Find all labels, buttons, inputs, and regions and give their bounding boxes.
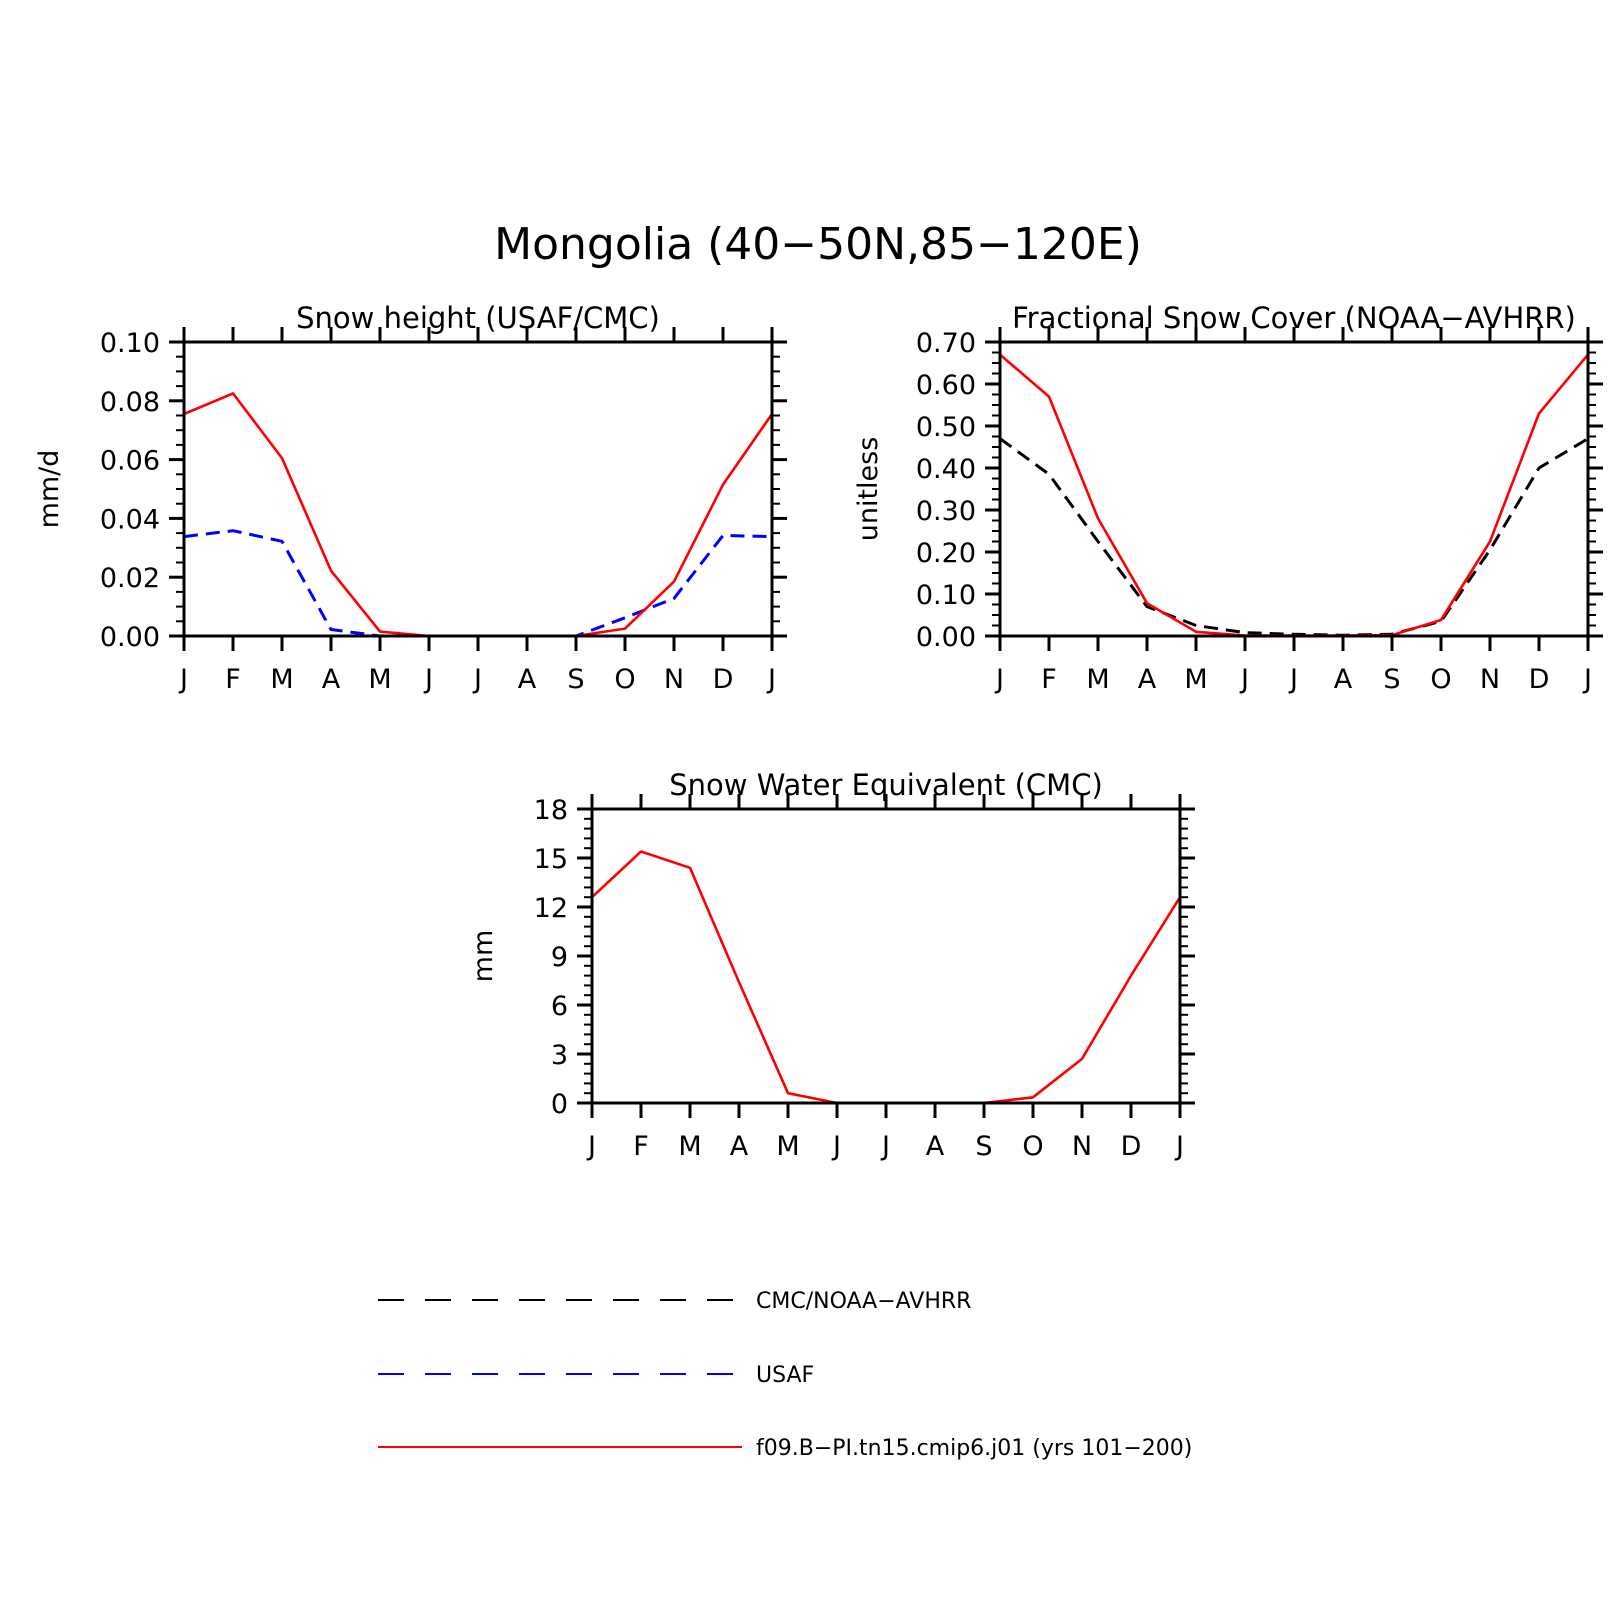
fractional-snow-cover-series-model (999, 353, 1589, 637)
fractional-snow-cover-xtick-label: M (1184, 664, 1207, 695)
snow-height-xtick-label: J (423, 664, 433, 695)
snow-height-series-usaf (183, 529, 773, 638)
fractional-snow-cover-xtick-label: F (1041, 664, 1057, 695)
snow-height-xtick-label: N (664, 664, 684, 695)
panel-snow-height: Snow height (USAF/CMC)mm/dJ F M A M J J A S O N D J0… (34, 301, 787, 695)
snow-water-equivalent-xtick-label: O (1022, 1131, 1043, 1162)
snow-height-xtick-label: O (614, 664, 635, 695)
snow-water-equivalent-ytick-label: 12 (534, 893, 568, 924)
fractional-snow-cover-xtick-label: N (1480, 664, 1500, 695)
legend: CMC/NOAA−AVHRR USAF f09.B−PI.tn15.cmip6.j0… (378, 1289, 1192, 1461)
snow-water-equivalent-ytick-label: 15 (534, 844, 568, 875)
fractional-snow-cover-xtick-label: J (1582, 664, 1592, 695)
fractional-snow-cover-ytick-label: 0.70 (916, 328, 976, 359)
snow-water-equivalent-ytick-label: 18 (534, 795, 568, 826)
snow-height-series-model (183, 392, 774, 638)
snow-height-xtick-label: M (368, 664, 391, 695)
snow-height-xtick-label: M (270, 664, 293, 695)
snow-water-equivalent-xtick-label: A (730, 1131, 749, 1162)
fractional-snow-cover-xtick-label: J (1288, 664, 1298, 695)
snow-water-equivalent-series-model (591, 850, 1182, 1105)
snow-water-equivalent-ytick-label: 9 (551, 942, 568, 973)
snow-water-equivalent-xtick-label: M (776, 1131, 799, 1162)
snow-water-equivalent-xtick-label: A (926, 1131, 945, 1162)
snow-height-ytick-label: 0.06 (100, 446, 160, 477)
fractional-snow-cover-xtick-label: D (1529, 664, 1550, 695)
panel-fractional-snow-cover: Fractional Snow Cover (NOAA−AVHRR)unitle… (853, 301, 1603, 695)
fractional-snow-cover-ytick-label: 0.10 (916, 580, 976, 611)
snow-height-xtick-label: S (567, 664, 584, 695)
fractional-snow-cover-plot-frame (998, 340, 1590, 638)
fractional-snow-cover-xtick-label: J (1239, 664, 1249, 695)
fractional-snow-cover-xtick-label: S (1383, 664, 1400, 695)
snow-height-xtick-label: F (225, 664, 241, 695)
snow-height-ytick-label: 0.00 (100, 622, 160, 653)
legend-label: CMC/NOAA−AVHRR (756, 1289, 971, 1314)
snow-water-equivalent-ytick-label: 6 (551, 991, 568, 1022)
fractional-snow-cover-ytick-label: 0.00 (916, 622, 976, 653)
snow-height-plot-frame (182, 340, 774, 638)
snow-water-equivalent-ytick-label: 3 (551, 1040, 568, 1071)
snow-water-equivalent-ylabel: mm (468, 930, 499, 983)
figure-title: Mongolia (40−50N,85−120E) (494, 219, 1142, 270)
fractional-snow-cover-ytick-label: 0.60 (916, 370, 976, 401)
snow-water-equivalent-xtick-label: M (678, 1131, 701, 1162)
snow-water-equivalent-plot-frame (590, 807, 1182, 1105)
snow-water-equivalent-xtick-label: J (1174, 1131, 1184, 1162)
fractional-snow-cover-xtick-label: M (1086, 664, 1109, 695)
fractional-snow-cover-ytick-label: 0.20 (916, 538, 976, 569)
snow-water-equivalent-xtick-label: J (831, 1131, 841, 1162)
snow-height-xtick-label: D (713, 664, 734, 695)
fractional-snow-cover-series-cmc-noaa-avhrr (999, 437, 1589, 637)
snow-height-xtick-label: J (178, 664, 188, 695)
snow-height-ylabel: mm/d (34, 450, 65, 529)
fractional-snow-cover-ytick-label: 0.40 (916, 454, 976, 485)
snow-water-equivalent-xtick-label: J (880, 1131, 890, 1162)
fractional-snow-cover-xtick-label: A (1334, 664, 1353, 695)
snow-height-xtick-label: J (766, 664, 776, 695)
panel-snow-water-equivalent: Snow Water Equivalent (CMC)mmJ F M A M J J A S O N… (468, 768, 1195, 1162)
snow-water-equivalent-xtick-label: S (975, 1131, 992, 1162)
snow-water-equivalent-xtick-label: D (1121, 1131, 1142, 1162)
legend-label: USAF (756, 1363, 814, 1388)
fractional-snow-cover-ytick-label: 0.50 (916, 412, 976, 443)
snow-water-equivalent-xtick-label: F (633, 1131, 649, 1162)
snow-height-xtick-label: J (472, 664, 482, 695)
fractional-snow-cover-xtick-label: J (994, 664, 1004, 695)
fractional-snow-cover-ylabel: unitless (853, 437, 884, 542)
snow-height-ytick-label: 0.04 (100, 504, 160, 535)
snow-height-ytick-label: 0.08 (100, 387, 160, 418)
snow-height-xtick-label: A (322, 664, 341, 695)
fractional-snow-cover-xtick-label: O (1430, 664, 1451, 695)
fractional-snow-cover-xtick-label: A (1138, 664, 1157, 695)
snow-water-equivalent-xtick-label: J (586, 1131, 596, 1162)
fractional-snow-cover-ytick-label: 0.30 (916, 496, 976, 527)
snow-height-xtick-label: A (518, 664, 537, 695)
legend-label: f09.B−PI.tn15.cmip6.j01 (yrs 101−200) (756, 1436, 1192, 1461)
snow-water-equivalent-xtick-label: N (1072, 1131, 1092, 1162)
snow-height-ytick-label: 0.10 (100, 328, 160, 359)
snow-height-ytick-label: 0.02 (100, 563, 160, 594)
snow-water-equivalent-ytick-label: 0 (551, 1089, 568, 1120)
